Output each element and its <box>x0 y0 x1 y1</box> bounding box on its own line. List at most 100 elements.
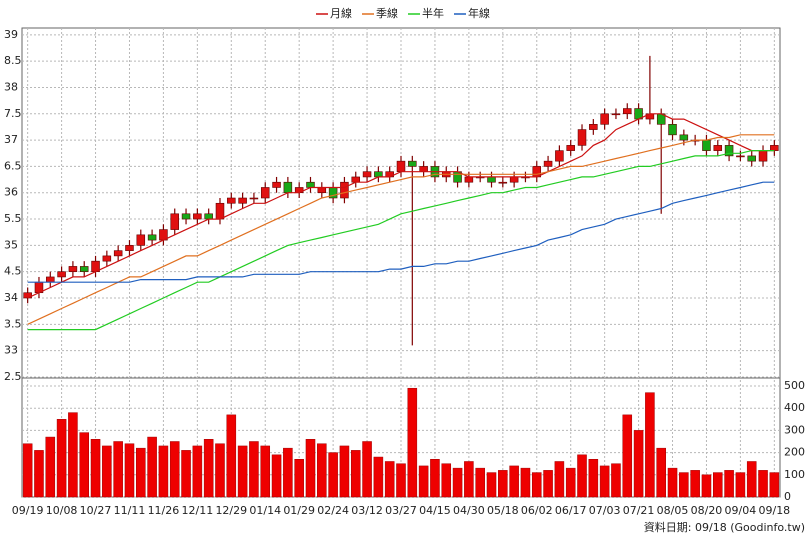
x-tick-label: 04/15 <box>419 504 451 517</box>
y-tick-label: 7.5 <box>4 107 22 120</box>
plot-frame <box>21 27 781 498</box>
candle-body <box>498 181 508 184</box>
volume-bar <box>79 432 89 498</box>
volume-bar <box>90 439 101 498</box>
volume-bar <box>294 459 304 498</box>
candle-body <box>758 150 768 162</box>
candle-body <box>702 139 711 151</box>
candle-body <box>23 292 32 299</box>
volume-bar <box>283 447 293 498</box>
y-tick-label: 35 <box>4 238 18 251</box>
candle-body <box>611 113 621 116</box>
candle-body <box>509 176 519 183</box>
candle-body <box>419 166 428 172</box>
y2-tick-label: 300 <box>784 423 805 436</box>
x-tick-label: 07/03 <box>589 504 621 517</box>
y-tick-label: 6.5 <box>4 159 22 172</box>
y-tick-label: 33 <box>4 344 18 357</box>
volume-bar <box>611 463 621 498</box>
legend-label: 半年 <box>422 6 444 20</box>
candle-body <box>668 124 677 136</box>
y2-tick-label: 200 <box>784 446 805 459</box>
volume-bar <box>158 445 169 498</box>
volume-bar <box>430 459 440 498</box>
volume-bar <box>656 447 666 498</box>
volume-bar <box>373 456 384 498</box>
candle-body <box>340 181 349 199</box>
candle-body <box>272 181 281 188</box>
candle-body <box>181 213 191 220</box>
volume-bar <box>509 465 519 498</box>
volume-bar <box>531 472 542 498</box>
volume-bar <box>464 461 474 498</box>
volume-bar <box>577 454 587 498</box>
volume-bar <box>113 441 123 498</box>
volume-bar <box>181 450 191 498</box>
volume-bar <box>68 412 78 498</box>
volume-bar <box>192 445 203 498</box>
candle-body <box>487 176 496 183</box>
volume-bar <box>260 445 271 498</box>
candle-body <box>193 213 202 220</box>
candle-body <box>374 171 383 178</box>
volume-bar <box>735 472 746 498</box>
ma-line <box>27 134 775 325</box>
volume-bar <box>396 463 406 498</box>
x-tick-label: 10/27 <box>80 504 112 517</box>
volume-bar <box>690 470 700 498</box>
candle-body <box>589 124 598 130</box>
candle-body <box>623 108 632 115</box>
volume-bar <box>679 472 689 498</box>
ma-line <box>27 181 775 283</box>
footer: 資料日期: 09/18 (Goodinfo.tw) <box>644 520 805 534</box>
volume-bar <box>56 419 67 498</box>
volume-bar <box>713 472 723 498</box>
x-tick-label: 09/18 <box>758 504 790 517</box>
volume-bar <box>498 470 508 498</box>
x-tick-label: 08/20 <box>691 504 723 517</box>
volume-bar <box>215 443 225 498</box>
candle-body <box>362 171 372 178</box>
candle-body <box>577 129 587 146</box>
y-tick-label: 34 <box>4 291 18 304</box>
volume-bar <box>136 447 146 498</box>
volume-bar <box>746 461 757 498</box>
candle-body <box>464 176 474 183</box>
candle-body <box>147 234 157 241</box>
x-tick-label: 06/17 <box>555 504 587 517</box>
volume-bar <box>599 465 610 498</box>
candle-body <box>227 197 236 204</box>
x-tick-label: 01/29 <box>283 504 315 517</box>
candle-body <box>736 155 745 158</box>
volume-bar <box>102 445 112 498</box>
volume-bar <box>486 472 497 498</box>
x-tick-label: 01/14 <box>249 504 281 517</box>
volume-bar <box>645 392 655 498</box>
volume-bar <box>475 467 485 498</box>
candle-body <box>46 276 55 283</box>
volume-bar <box>452 467 463 498</box>
x-tick-label: 12/11 <box>182 504 214 517</box>
volume-bar <box>124 443 135 498</box>
volume-bar <box>328 452 338 498</box>
candle-body <box>79 266 89 272</box>
volume-bar <box>305 439 316 498</box>
candle-body <box>204 213 213 220</box>
volume-bar <box>769 472 780 498</box>
candle-body <box>555 150 564 162</box>
candle-body <box>600 113 609 125</box>
candle-body <box>396 160 406 172</box>
volume-bar <box>622 414 633 498</box>
candle-body <box>170 213 179 230</box>
volume-bar <box>701 474 712 498</box>
y-tick-label: 36 <box>4 186 18 199</box>
x-tick-label: 07/21 <box>623 504 655 517</box>
volume-bar <box>317 443 327 498</box>
candle-body <box>566 145 575 151</box>
candle-body <box>260 187 270 199</box>
y2-tick-label: 400 <box>784 401 805 414</box>
ma-line <box>27 113 775 299</box>
legend-label: 季線 <box>376 6 398 20</box>
volume-bar <box>724 470 734 498</box>
